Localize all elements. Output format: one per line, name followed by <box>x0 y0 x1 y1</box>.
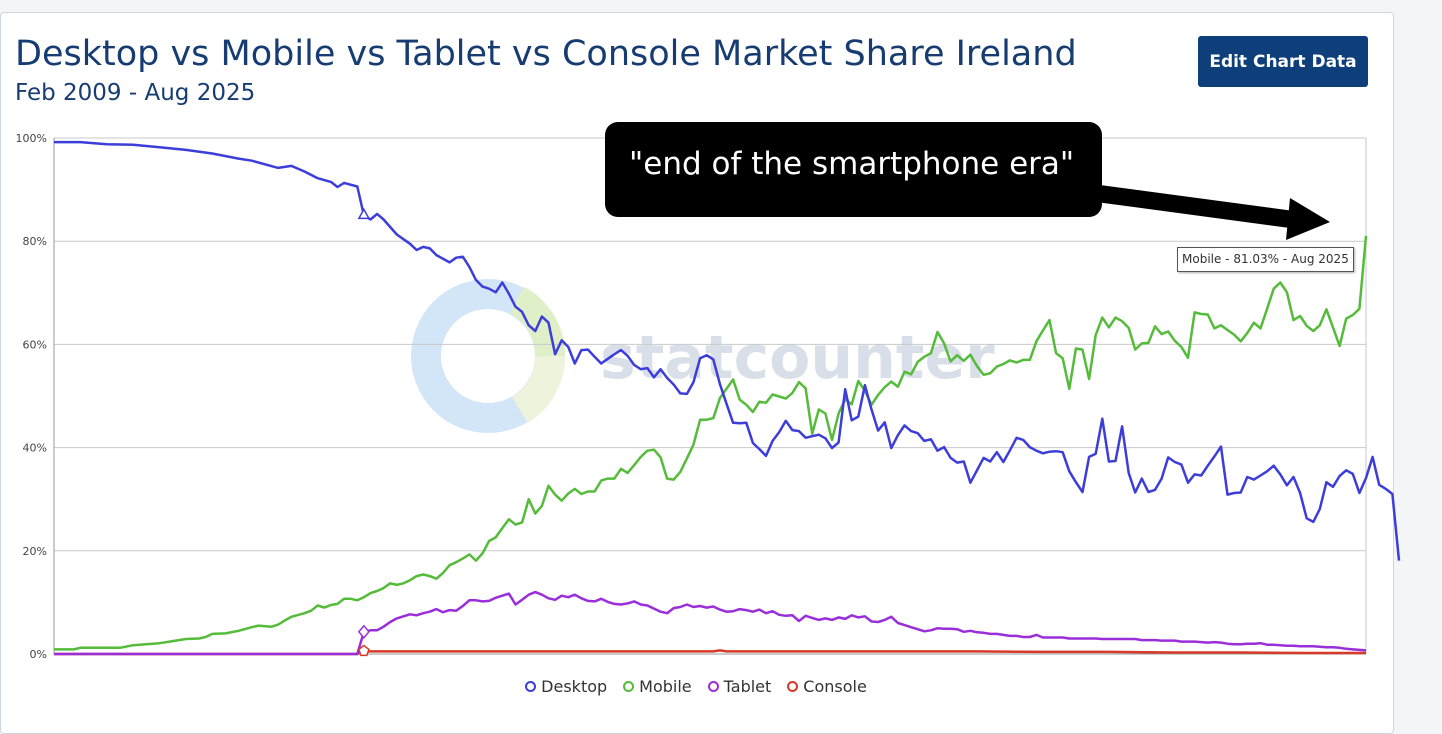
legend-item-tablet[interactable]: Tablet <box>707 674 772 698</box>
legend-label-console: Console <box>803 676 867 696</box>
legend-item-console[interactable]: Console <box>787 674 867 698</box>
y-tick-label: 0% <box>30 648 47 661</box>
date-range-subtitle: Feb 2009 - Aug 2025 <box>15 80 256 106</box>
annotation-callout: "end of the smartphone era" <box>605 122 1102 217</box>
y-axis: 0% 20% 40% 60% 80% 100% <box>16 132 47 661</box>
y-tick-label: 100% <box>16 132 47 145</box>
hover-tooltip: Mobile - 81.03% - Aug 2025 <box>1177 247 1354 272</box>
legend-label-mobile: Mobile <box>639 676 692 696</box>
series-line-mobile[interactable] <box>54 235 1368 651</box>
legend-item-mobile[interactable]: Mobile <box>623 674 692 698</box>
series-line-desktop[interactable] <box>54 140 1401 561</box>
y-tick-label: 40% <box>23 442 47 455</box>
series-line-tablet[interactable] <box>54 590 1367 656</box>
legend-marker-tablet <box>707 680 719 692</box>
chart-legend: Desktop Mobile Tablet Console <box>0 674 1392 698</box>
legend-item-desktop[interactable]: Desktop <box>525 674 607 698</box>
y-tick-label: 20% <box>23 545 47 558</box>
desktop-marker <box>357 207 371 220</box>
legend-label-desktop: Desktop <box>541 676 608 696</box>
watermark-text: statcounter <box>600 323 995 393</box>
console-marker <box>357 644 370 657</box>
callout-arrow <box>1096 185 1330 240</box>
series-lines <box>54 140 1401 656</box>
tablet-marker <box>357 624 370 639</box>
line-chart: statcounter 0% 20% 40% 60% 80% 100% <box>16 132 1401 661</box>
statcounter-watermark: statcounter <box>411 279 995 433</box>
start-markers <box>357 207 371 657</box>
legend-marker-desktop <box>525 680 537 692</box>
y-tick-label: 80% <box>23 235 47 248</box>
page-title: Desktop vs Mobile vs Tablet vs Console M… <box>15 34 1077 74</box>
legend-marker-mobile <box>623 680 635 692</box>
edit-chart-data-button[interactable]: Edit Chart Data <box>1198 36 1368 87</box>
y-tick-label: 60% <box>23 338 47 351</box>
legend-marker-console <box>787 680 799 692</box>
series-line-console[interactable] <box>54 649 1366 656</box>
legend-label-tablet: Tablet <box>723 676 772 696</box>
